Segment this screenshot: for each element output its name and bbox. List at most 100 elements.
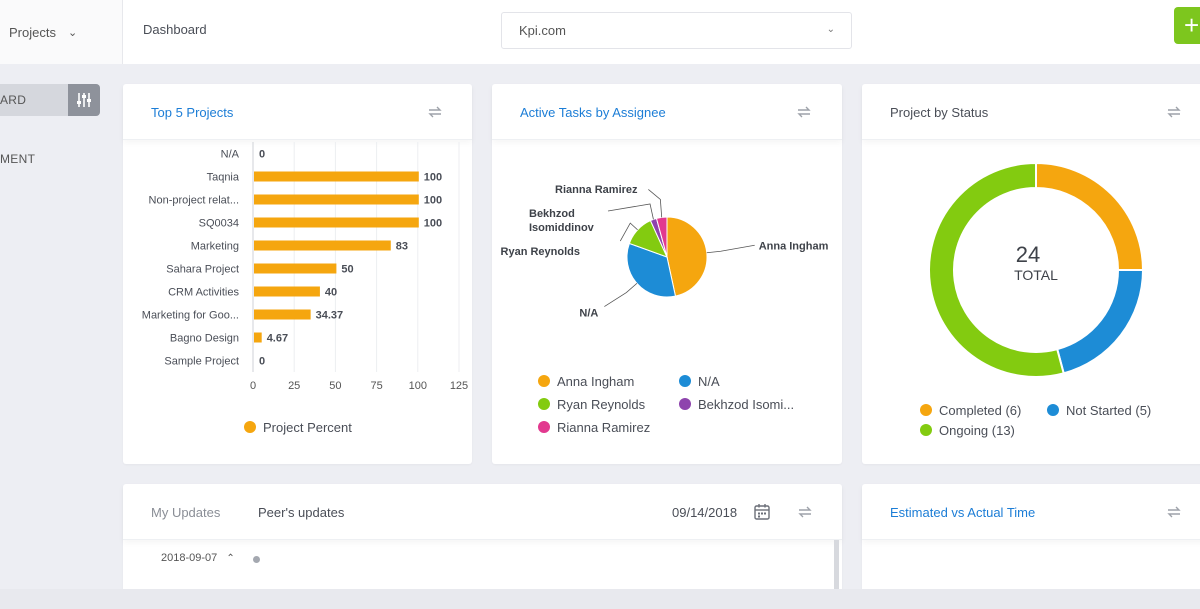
refresh-icon[interactable] (1165, 503, 1183, 521)
bar-chart: 0 25 50 75 100 125 N/A 0 Taqnia 100 Non-project re… (142, 142, 468, 392)
bar (254, 286, 320, 297)
bar (254, 194, 419, 205)
add-button[interactable]: + (1174, 7, 1200, 44)
card-title[interactable]: Estimated vs Actual Time (890, 505, 1036, 520)
scrollbar[interactable] (834, 540, 839, 590)
chevron-down-icon: ⌄ (67, 26, 78, 39)
legend-label: Completed (6) (939, 403, 1022, 418)
refresh-icon[interactable] (426, 103, 444, 121)
donut-chart-legend: Completed (6) Not Started (5) Ongoing (1… (920, 403, 1200, 448)
data-label: 4.67 (267, 333, 288, 345)
callout-line (648, 189, 663, 218)
project-selector[interactable]: Projects ⌄ (0, 0, 123, 64)
data-label: 34.37 (316, 310, 344, 322)
y-tick-label: Sample Project (164, 356, 239, 368)
data-label: 0 (259, 149, 265, 161)
legend-swatch (679, 398, 691, 410)
legend-item: Anna Ingham (538, 374, 634, 389)
chevron-up-icon[interactable]: ⌃ (226, 553, 235, 564)
card-title[interactable]: Project by Status (890, 105, 989, 120)
refresh-icon[interactable] (796, 503, 814, 521)
card-header: Top 5 Projects (123, 84, 472, 140)
legend-label: Ongoing (13) (939, 423, 1015, 438)
chevron-down-icon: ⌄ (826, 24, 835, 35)
data-label: 83 (396, 241, 408, 253)
plus-icon: + (1184, 10, 1200, 40)
bar (254, 171, 419, 182)
legend-label: Not Started (5) (1066, 403, 1152, 418)
sidebar-item-label: ARD (0, 93, 27, 107)
callout-line (607, 203, 654, 220)
sidebar-item-management[interactable]: MENT (0, 152, 36, 166)
donut-slice (1035, 161, 1145, 271)
timeline-date[interactable]: 2018-09-07 ⌃ (161, 552, 235, 564)
legend-swatch (244, 421, 256, 433)
callout-label: Anna Ingham (759, 240, 829, 252)
x-tick-label: 75 (370, 380, 382, 392)
y-tick-label: Marketing for Goo... (142, 310, 239, 322)
bar (254, 332, 262, 343)
page-footer-strip (0, 589, 1200, 609)
legend-swatch (538, 375, 550, 387)
legend-swatch (920, 424, 932, 436)
tasks-by-assignee-card: Active Tasks by Assignee Anna Ingham N/A R… (492, 84, 842, 464)
legend-label: N/A (698, 374, 720, 389)
y-tick-label: Bagno Design (170, 333, 239, 345)
tab-my-updates[interactable]: My Updates (151, 505, 221, 520)
sidebar-item-dashboard[interactable]: ARD (0, 84, 100, 116)
pie-chart: Anna Ingham N/A Ryan Reynolds Bekhzod Isomid… (501, 184, 829, 320)
donut-slice (928, 161, 1065, 378)
workspace-selector-label: Kpi.com (519, 23, 566, 38)
legend-swatch (679, 375, 691, 387)
card-header: Estimated vs Actual Time (862, 484, 1200, 540)
legend-label: Anna Ingham (557, 374, 635, 389)
y-tick-label: CRM Activities (168, 287, 239, 299)
bar (254, 217, 419, 228)
y-tick-label: N/A (221, 149, 240, 161)
refresh-icon[interactable] (795, 103, 813, 121)
pie-chart-legend: Anna Ingham N/A Ryan Reynolds Bekhzod Is… (538, 374, 838, 444)
project-status-card: Project by Status 24 TOTAL Completed (6) … (862, 84, 1200, 464)
data-label: 100 (424, 172, 442, 184)
date-value[interactable]: 09/14/2018 (672, 505, 738, 520)
callout-line (619, 222, 638, 242)
legend-swatch (538, 398, 550, 410)
project-selector-label: Projects (9, 24, 56, 40)
tab-peer-updates[interactable]: Peer's updates (258, 505, 345, 520)
y-tick-label: Taqnia (207, 172, 240, 184)
card-title[interactable]: Top 5 Projects (151, 105, 234, 120)
legend-item: Ongoing (13) (920, 423, 1015, 438)
calendar-icon[interactable] (753, 503, 771, 521)
x-tick-label: 50 (329, 380, 341, 392)
legend-item: Not Started (5) (1047, 403, 1151, 418)
callout-label: Ryan Reynolds (501, 246, 580, 258)
top-projects-card: Top 5 Projects 0 25 50 75 100 125 N/A 0 Taqnia 10… (123, 84, 472, 464)
refresh-icon[interactable] (1165, 103, 1183, 121)
workspace-selector[interactable]: Kpi.com ⌄ (501, 12, 852, 49)
card-header: My Updates Peer's updates 09/14/2018 (123, 484, 842, 540)
legend-label: Project Percent (263, 420, 352, 435)
callout-label: Isomiddinov (529, 222, 595, 234)
card-title[interactable]: Active Tasks by Assignee (520, 105, 666, 120)
sliders-icon[interactable] (68, 84, 100, 116)
breadcrumb[interactable]: Dashboard (143, 22, 207, 37)
y-tick-label: SQ0034 (199, 218, 239, 230)
pie-slice (666, 216, 708, 297)
callout-line (706, 244, 755, 254)
data-label: 40 (325, 287, 337, 299)
bar (254, 240, 391, 251)
top-bar: Projects ⌄ Dashboard Kpi.com ⌄ + (0, 0, 1200, 64)
callout-line (604, 283, 638, 307)
legend-item: Ryan Reynolds (538, 397, 645, 412)
legend-item: N/A (679, 374, 720, 389)
legend-swatch (1047, 404, 1059, 416)
donut-slice (1055, 269, 1145, 375)
timeline-date-label: 2018-09-07 (161, 552, 218, 564)
x-tick-label: 100 (409, 380, 427, 392)
pie-slice (626, 242, 677, 298)
x-tick-label: 25 (288, 380, 300, 392)
y-tick-label: Sahara Project (166, 264, 239, 276)
card-header: Active Tasks by Assignee (492, 84, 842, 140)
x-tick-label: 0 (250, 380, 256, 392)
